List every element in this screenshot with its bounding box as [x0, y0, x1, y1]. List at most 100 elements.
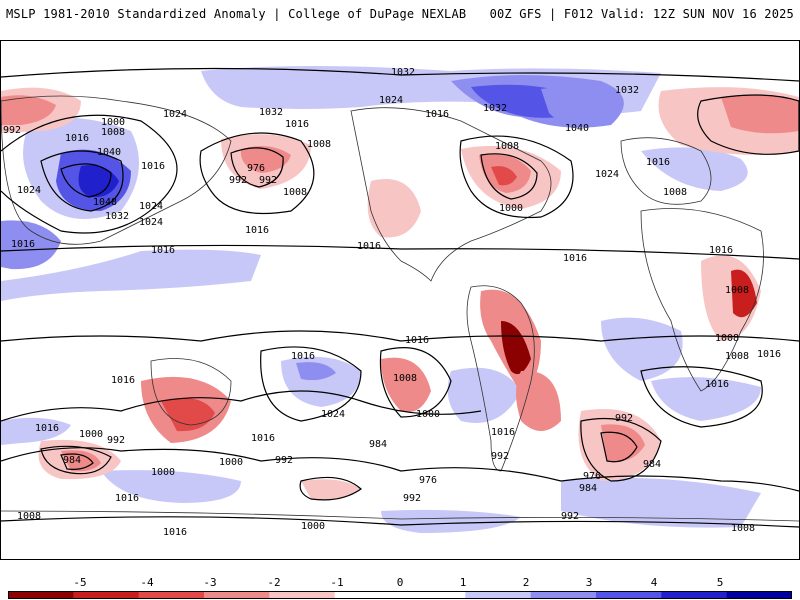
contour-label: 1032	[615, 85, 639, 96]
contour-label: 984	[643, 459, 661, 470]
contour-label: 1016	[425, 109, 449, 120]
colorbar-gradient	[8, 591, 792, 599]
contour-label: 1016	[705, 379, 729, 390]
contour-label: 1008	[283, 187, 307, 198]
contour-label: 1016	[163, 527, 187, 538]
contour-label: 1008	[715, 333, 739, 344]
contour-label: 1016	[35, 423, 59, 434]
contour-label: 992	[3, 125, 21, 136]
colorbar-segment	[204, 591, 270, 599]
contour-label: 1016	[115, 493, 139, 504]
contour-label: 1024	[139, 201, 163, 212]
contour-label: 992	[259, 175, 277, 186]
chart-header: MSLP 1981-2010 Standardized Anomaly | Co…	[0, 0, 800, 28]
colorbar-segment	[8, 591, 74, 599]
colorbar-tick: -3	[203, 576, 217, 589]
contour-label: 1008	[725, 351, 749, 362]
contour-label: 1008	[17, 511, 41, 522]
contour-label: 992	[275, 455, 293, 466]
contour-label: 1000	[151, 467, 175, 478]
contour-label: 1016	[491, 427, 515, 438]
isobar-contours	[1, 67, 799, 528]
colorbar-segment	[334, 591, 401, 599]
title-left: MSLP 1981-2010 Standardized Anomaly | Co…	[6, 7, 467, 21]
contour-label: 992	[107, 435, 125, 446]
contour-label: 1008	[495, 141, 519, 152]
contour-label: 1048	[93, 197, 117, 208]
colorbar-tick: -4	[140, 576, 154, 589]
colorbar-tick: 3	[585, 576, 593, 589]
contour-label: 1000	[499, 203, 523, 214]
contour-label: 984	[63, 455, 81, 466]
map-svg: 1032 992 1000 1008 1024 1032 1024 1032 1…	[1, 66, 799, 538]
contour-label: 1008	[663, 187, 687, 198]
contour-label: 1008	[725, 285, 749, 296]
contour-label: 1016	[11, 239, 35, 250]
contour-label: 976	[583, 471, 601, 482]
contour-label: 992	[403, 493, 421, 504]
contour-label: 992	[229, 175, 247, 186]
contour-label: 1016	[151, 245, 175, 256]
contour-label: 1024	[321, 409, 345, 420]
contour-label: 984	[579, 483, 597, 494]
colorbar-tick: -5	[73, 576, 87, 589]
contour-label: 1000	[79, 429, 103, 440]
contour-label: 1000	[301, 521, 325, 532]
colorbar: -5 -4 -3 -2 -1 0 1 2 3 4 5	[0, 568, 800, 600]
colorbar-tick: 2	[522, 576, 530, 589]
contour-label: 1016	[291, 351, 315, 362]
colorbar-border	[8, 591, 792, 599]
title-right: 00Z GFS | F012 Valid: 12Z SUN NOV 16 202…	[489, 7, 794, 21]
contour-label: 1032	[483, 103, 507, 114]
contour-label: 1016	[563, 253, 587, 264]
contour-label: 992	[561, 511, 579, 522]
colorbar-segment	[400, 591, 466, 599]
contour-label: 1000	[101, 117, 125, 128]
colorbar-tick: 4	[650, 576, 658, 589]
colorbar-segment	[530, 591, 597, 599]
colorbar-segment	[138, 591, 205, 599]
contour-label: 1016	[646, 157, 670, 168]
contour-label: 976	[419, 475, 437, 486]
contour-label: 1024	[17, 185, 41, 196]
colorbar-segment	[726, 591, 792, 599]
colorbar-tick: 1	[459, 576, 467, 589]
anomaly-map: 1032 992 1000 1008 1024 1032 1024 1032 1…	[0, 40, 800, 560]
contour-label: 1016	[111, 375, 135, 386]
contour-label: 1040	[97, 147, 121, 158]
contour-label: 1000	[416, 409, 440, 420]
contour-label: 1008	[731, 523, 755, 534]
contour-label: 1032	[259, 107, 283, 118]
contour-labels: 1032 992 1000 1008 1024 1032 1024 1032 1…	[3, 67, 781, 538]
colorbar-tick: 0	[396, 576, 404, 589]
contour-label: 1016	[65, 133, 89, 144]
contour-label: 1032	[391, 67, 415, 78]
contour-label: 992	[615, 413, 633, 424]
contour-label: 1024	[139, 217, 163, 228]
colorbar-tick: -1	[330, 576, 344, 589]
colorbar-segment	[596, 591, 662, 599]
contour-label: 1008	[393, 373, 417, 384]
contour-label: 1016	[357, 241, 381, 252]
contour-label: 1032	[105, 211, 129, 222]
contour-label: 1016	[405, 335, 429, 346]
colorbar-segment	[661, 591, 728, 599]
contour-label: 1024	[595, 169, 619, 180]
colorbar-segment	[73, 591, 140, 599]
contour-label: 1016	[245, 225, 269, 236]
contour-label: 1024	[163, 109, 187, 120]
contour-label: 1000	[219, 457, 243, 468]
colorbar-tick: 5	[716, 576, 724, 589]
contour-label: 1008	[307, 139, 331, 150]
contour-label: 1016	[709, 245, 733, 256]
contour-label: 1008	[101, 127, 125, 138]
contour-label: 984	[369, 439, 387, 450]
contour-label: 1016	[757, 349, 781, 360]
colorbar-tick: -2	[267, 576, 281, 589]
land-outlines	[1, 95, 799, 522]
contour-label: 1040	[565, 123, 589, 134]
contour-label: 992	[491, 451, 509, 462]
colorbar-segment	[269, 591, 336, 599]
contour-label: 1024	[379, 95, 403, 106]
contour-label: 976	[247, 163, 265, 174]
